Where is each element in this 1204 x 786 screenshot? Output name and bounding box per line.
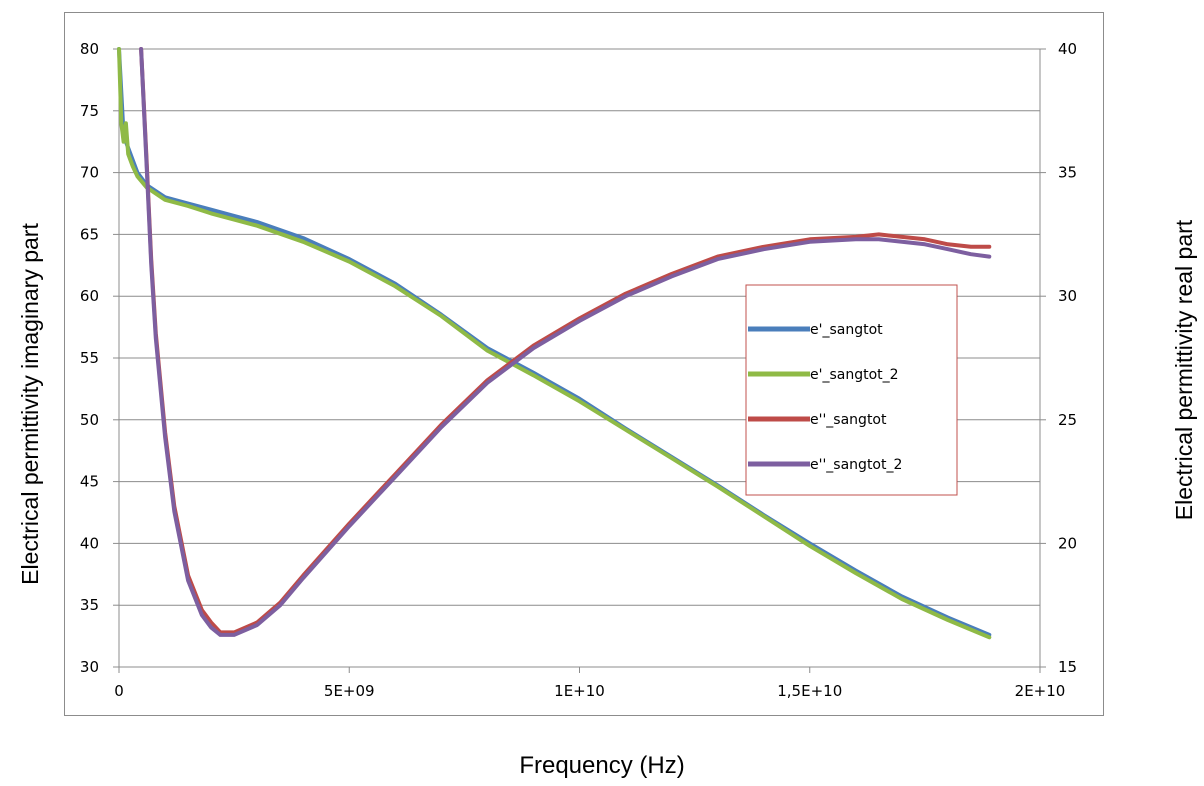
- legend-entry-label: e''_sangtot: [810, 412, 887, 428]
- y-left-tick-label: 40: [80, 534, 99, 552]
- y-left-tick-label: 35: [80, 596, 99, 614]
- y-left-tick-label: 75: [80, 102, 99, 120]
- y-left-tick-label: 45: [80, 473, 99, 491]
- legend-entry-label: e''_sangtot_2: [810, 457, 902, 473]
- y-axis-left-label: Electrical permittivity imaginary part: [17, 223, 43, 585]
- y-left-tick-label: 55: [80, 349, 99, 367]
- legend-box: [745, 284, 958, 496]
- x-tick-label: 2E+10: [1015, 682, 1066, 700]
- series-line-4: [139, 47, 992, 637]
- legend-entry-label: e'_sangtot_2: [810, 367, 899, 383]
- legend-entry-label: e'_sangtot: [810, 322, 883, 338]
- y-left-tick-label: 30: [80, 658, 99, 676]
- x-axis-label: Frequency (Hz): [519, 752, 685, 779]
- x-tick-label: 5E+09: [324, 682, 375, 700]
- y-right-tick-label: 15: [1058, 658, 1077, 676]
- y-right-tick-label: 30: [1058, 287, 1077, 305]
- y-left-tick-label: 50: [80, 411, 99, 429]
- y-left-tick-label: 65: [80, 225, 99, 243]
- y-axis-right-label: Electrical permittivity real part: [1171, 219, 1197, 521]
- y-left-tick-label: 80: [80, 40, 99, 58]
- y-right-tick-label: 25: [1058, 411, 1077, 429]
- y-right-tick-label: 35: [1058, 164, 1077, 182]
- x-tick-label: 0: [114, 682, 124, 700]
- y-left-tick-label: 60: [80, 287, 99, 305]
- series-line-2: [117, 47, 992, 640]
- x-tick-label: 1,5E+10: [777, 682, 842, 700]
- y-right-tick-label: 20: [1058, 534, 1077, 552]
- y-left-tick-label: 70: [80, 164, 99, 182]
- y-right-tick-label: 40: [1058, 40, 1077, 58]
- x-tick-label: 1E+10: [554, 682, 605, 700]
